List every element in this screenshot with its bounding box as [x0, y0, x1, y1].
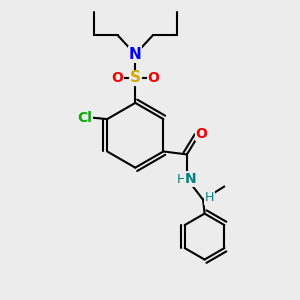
Text: N: N [184, 172, 196, 186]
Text: O: O [148, 71, 160, 85]
Text: O: O [196, 127, 208, 141]
Text: H: H [177, 172, 186, 186]
Text: S: S [130, 70, 141, 86]
Text: Cl: Cl [78, 111, 93, 124]
Text: N: N [129, 47, 142, 62]
Text: O: O [111, 71, 123, 85]
Text: H: H [205, 191, 214, 204]
